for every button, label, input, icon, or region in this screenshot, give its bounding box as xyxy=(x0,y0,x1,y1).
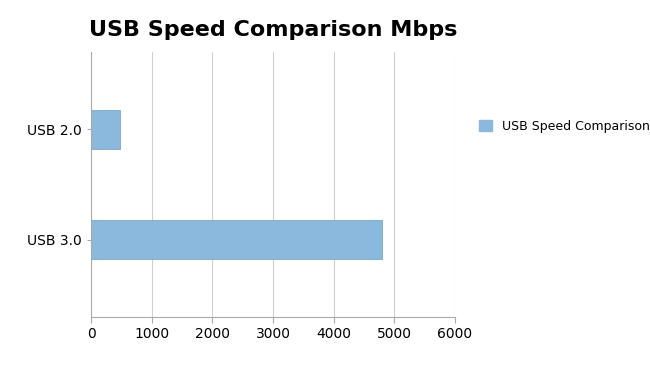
Bar xyxy=(91,110,120,149)
Title: USB Speed Comparison Mbps: USB Speed Comparison Mbps xyxy=(89,19,457,40)
Legend: USB Speed Comparison Mbps: USB Speed Comparison Mbps xyxy=(480,120,650,133)
Bar xyxy=(91,220,382,259)
